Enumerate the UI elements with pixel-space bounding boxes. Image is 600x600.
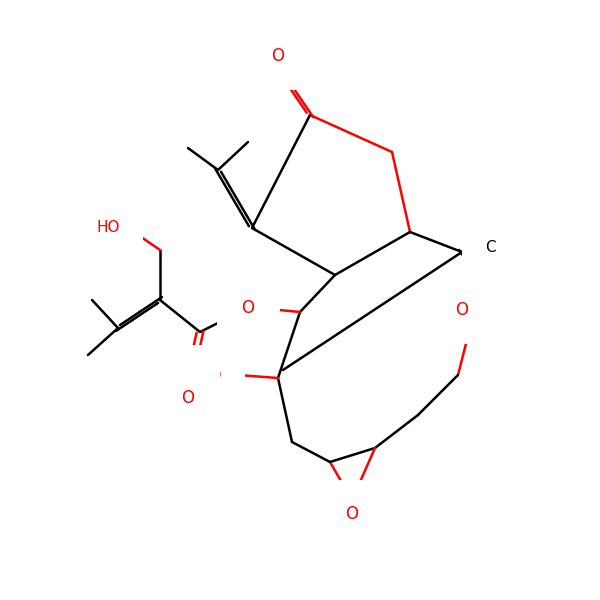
Text: HO: HO [198, 367, 222, 383]
Text: C: C [485, 239, 496, 254]
Text: O: O [455, 301, 469, 319]
Text: O: O [182, 389, 194, 407]
Text: O: O [241, 299, 254, 317]
Text: O: O [271, 47, 284, 65]
Text: O: O [346, 505, 359, 523]
Text: HO: HO [96, 220, 120, 235]
